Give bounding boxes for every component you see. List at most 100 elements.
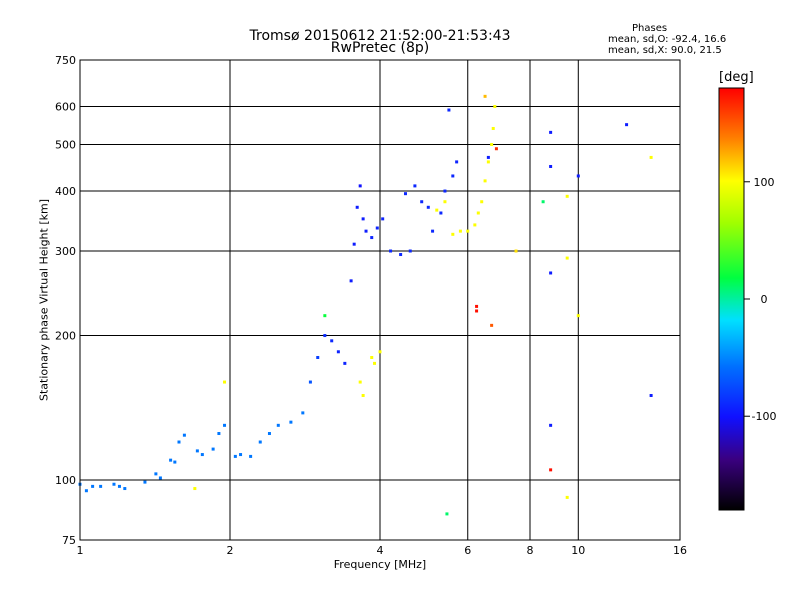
data-point (490, 323, 494, 327)
y-tick-label: 200 (55, 330, 76, 343)
x-tick-label: 1 (77, 544, 84, 557)
colorbar-tick-label: 0 (761, 293, 768, 306)
data-point (486, 155, 490, 159)
data-point (267, 432, 271, 436)
data-point (431, 229, 435, 233)
data-point (378, 350, 382, 354)
stats-o-line: mean, sd,O: -92.4, 16.6 (608, 34, 727, 45)
stats-x-line: mean, sd,X: 90.0, 21.5 (608, 45, 722, 56)
data-point (435, 208, 439, 212)
x-tick-labels: 1 2 4 6 8 10 16 (77, 544, 688, 557)
data-point (211, 447, 215, 451)
data-point (549, 423, 553, 427)
data-point (352, 242, 356, 246)
data-point (375, 226, 379, 230)
data-point (381, 217, 385, 221)
data-point (117, 484, 121, 488)
data-point (370, 355, 374, 359)
data-point (233, 454, 237, 458)
data-point (420, 200, 424, 204)
data-point (565, 256, 569, 260)
data-point (370, 236, 374, 240)
data-point (413, 184, 417, 188)
data-point (426, 205, 430, 209)
data-point (451, 174, 455, 178)
data-point (99, 484, 103, 488)
data-point (486, 160, 490, 164)
data-point (330, 339, 334, 343)
data-point (443, 189, 447, 193)
data-point (549, 468, 553, 472)
data-point (308, 380, 312, 384)
data-point (480, 200, 484, 204)
data-point (123, 487, 127, 491)
data-point (154, 472, 158, 476)
chart-subtitle: RwPretec (8p) (330, 40, 430, 56)
x-tick-label: 2 (227, 544, 234, 557)
data-point (200, 453, 204, 457)
data-point (549, 271, 553, 275)
data-point (473, 223, 477, 227)
data-point (490, 143, 494, 147)
data-point (258, 440, 262, 444)
x-axis-label: Frequency [MHz] (333, 558, 427, 571)
data-point (289, 420, 293, 424)
data-point (466, 229, 470, 233)
data-point (451, 232, 455, 236)
data-point (625, 123, 629, 127)
x-tick-label: 4 (377, 544, 384, 557)
data-point (455, 160, 459, 164)
data-point (169, 458, 173, 462)
data-point (541, 200, 545, 204)
data-point (565, 194, 569, 198)
data-point (249, 454, 253, 458)
data-point (91, 484, 95, 488)
y-tick-labels: 75 100 200 300 400 500 600 750 (55, 54, 76, 547)
data-point (576, 314, 580, 318)
data-point (323, 334, 327, 338)
data-point (143, 480, 147, 484)
data-point (349, 279, 353, 283)
data-point (343, 361, 347, 365)
plot-frame (79, 59, 681, 541)
data-point (447, 108, 451, 112)
data-point (476, 211, 480, 215)
data-point (483, 94, 487, 98)
data-point (336, 350, 340, 354)
colorbar-tick-label: -100 (752, 410, 777, 423)
colorbar (718, 87, 745, 511)
data-point (358, 380, 362, 384)
data-point (475, 304, 479, 308)
data-point (195, 449, 199, 453)
data-point (316, 355, 320, 359)
data-point (364, 229, 368, 233)
data-point (439, 211, 443, 215)
data-point (483, 179, 487, 183)
data-point (173, 460, 177, 464)
data-point (549, 164, 553, 168)
data-point (301, 411, 305, 415)
data-point (491, 126, 495, 130)
x-tick-label: 8 (527, 544, 534, 557)
data-point (361, 217, 365, 221)
colorbar-label: [deg] (719, 70, 754, 85)
data-point (239, 453, 243, 457)
y-tick-label: 400 (55, 185, 76, 198)
data-point (112, 482, 116, 486)
data-point (445, 512, 449, 516)
data-point (223, 423, 227, 427)
data-point (493, 105, 497, 109)
data-point (361, 394, 365, 398)
data-point (389, 249, 393, 253)
data-point (84, 489, 88, 493)
y-tick-label: 75 (62, 534, 76, 547)
data-point (182, 433, 186, 437)
data-points (78, 94, 653, 516)
data-point (276, 423, 280, 427)
data-point (373, 361, 377, 365)
y-tick-label: 600 (55, 101, 76, 114)
data-point (443, 200, 447, 204)
data-point (549, 130, 553, 134)
y-tick-label: 300 (55, 245, 76, 258)
